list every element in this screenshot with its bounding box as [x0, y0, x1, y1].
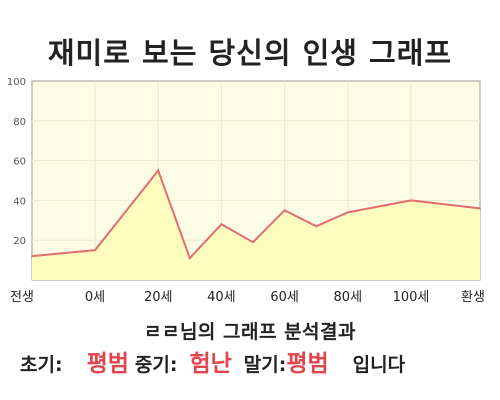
series-area	[32, 170, 480, 280]
data-point	[283, 209, 286, 212]
data-point	[188, 257, 191, 260]
x-tick-label: 0세	[85, 290, 105, 305]
data-point	[315, 225, 318, 228]
data-point	[220, 223, 223, 226]
x-axis-ticks: 전생 0세 20세 40세 60세 80세 100세 환생	[10, 290, 485, 305]
y-tick-label: 20	[13, 236, 26, 247]
mid-label: 중기:	[134, 354, 178, 376]
y-tick-label: 100	[7, 77, 26, 88]
summary-line: 초기: 평범 중기: 험난 말기:평범 입니다	[20, 344, 490, 378]
y-tick-label: 40	[13, 196, 26, 207]
y-axis-ticks: 20 40 60 80 100	[7, 77, 26, 247]
x-tick-label: 40세	[207, 290, 236, 305]
x-tick-label: 20세	[144, 290, 173, 305]
data-point	[94, 249, 96, 252]
y-tick-label: 80	[13, 117, 26, 128]
x-tick-label: 100세	[393, 290, 430, 305]
life-graph-chart: 20 40 60 80 100 전생 0세 20세 40세 60세 80세 100세 환생	[7, 77, 485, 305]
late-label: 말기:	[243, 354, 287, 376]
y-tick-label: 60	[13, 157, 26, 168]
x-tick-label: 80세	[334, 290, 363, 305]
data-point	[410, 199, 412, 202]
summary-title: ㄹㄹ님의 그래프 분석결과	[143, 321, 356, 343]
x-tick-label: 60세	[270, 290, 299, 305]
early-value: 평범	[86, 351, 129, 377]
data-point	[479, 207, 481, 210]
x-tick-label: 환생	[461, 290, 485, 305]
mid-value: 험난	[189, 351, 232, 377]
late-value: 평범	[286, 351, 329, 377]
summary-suffix: 입니다	[352, 354, 406, 376]
data-point	[346, 211, 349, 214]
chart-title: 재미로 보는 당신의 인생 그래프	[47, 36, 453, 70]
data-point	[157, 169, 160, 172]
data-point	[31, 255, 33, 258]
x-tick-label: 전생	[10, 290, 34, 305]
early-label: 초기:	[20, 354, 63, 376]
data-point	[252, 241, 254, 244]
